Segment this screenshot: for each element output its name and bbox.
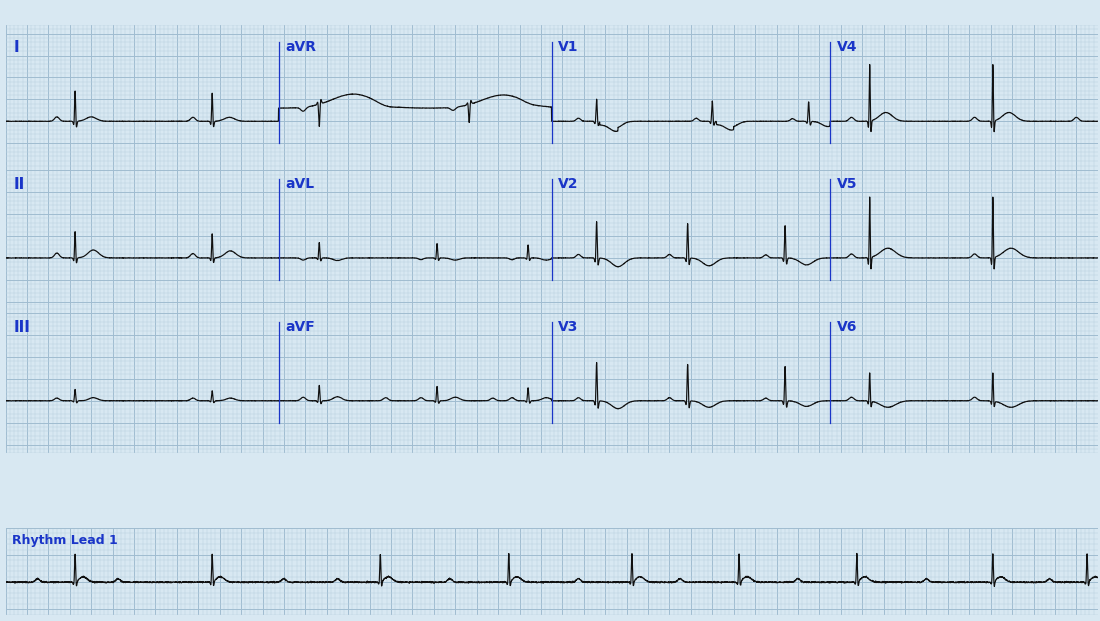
Text: aVR: aVR <box>285 40 316 54</box>
Text: V6: V6 <box>836 320 857 333</box>
Text: II: II <box>14 177 25 192</box>
Text: V1: V1 <box>558 40 579 54</box>
Text: aVL: aVL <box>285 177 315 191</box>
Text: V4: V4 <box>836 40 857 54</box>
Text: V3: V3 <box>558 320 579 333</box>
Text: III: III <box>14 320 31 335</box>
Text: aVF: aVF <box>285 320 315 333</box>
Text: Rhythm Lead 1: Rhythm Lead 1 <box>12 534 118 547</box>
Text: I: I <box>14 40 20 55</box>
Text: V2: V2 <box>558 177 579 191</box>
Text: V5: V5 <box>836 177 857 191</box>
